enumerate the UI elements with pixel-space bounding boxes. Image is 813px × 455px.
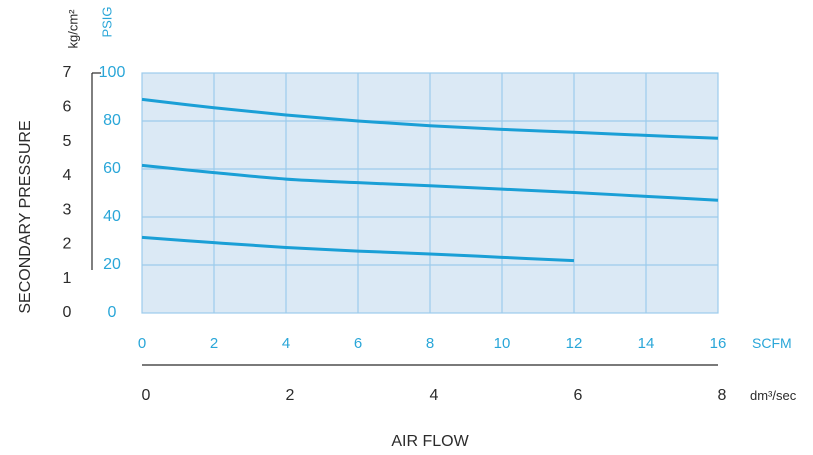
y-tick-kgcm2-2: 2	[63, 236, 72, 253]
x-tick-dm3sec-8: 8	[718, 387, 727, 404]
x-ticks-scfm: 0 2 4 6 8 10 12 14 16	[138, 335, 727, 352]
horizontal-gridlines	[142, 120, 718, 266]
y-ticks-psig: 0 20 40 60 80 100	[99, 64, 126, 321]
y-axis-title: SECONDARY PRESSURE	[17, 120, 34, 313]
x-axis-title: AIR FLOW	[391, 433, 469, 450]
x-tick-dm3sec-0: 0	[142, 387, 151, 404]
y-tick-psig-60: 60	[103, 160, 121, 177]
y-tick-kgcm2-1: 1	[63, 270, 72, 287]
x-unit-scfm: SCFM	[752, 335, 792, 351]
y-tick-psig-80: 80	[103, 112, 121, 129]
x-tick-scfm-4: 4	[282, 335, 290, 352]
x-tick-scfm-8: 8	[426, 335, 434, 352]
x-tick-scfm-16: 16	[710, 335, 727, 352]
x-tick-dm3sec-6: 6	[574, 387, 583, 404]
y-tick-psig-40: 40	[103, 208, 121, 225]
series-line-3	[141, 235, 575, 263]
y-ticks-kgcm2: 0 1 2 3 4 5 6 7	[63, 64, 72, 321]
x-tick-dm3sec-2: 2	[286, 387, 295, 404]
series-line-1	[141, 97, 719, 140]
x-ticks-dm3sec: 0 2 4 6 8	[142, 387, 727, 404]
y-tick-kgcm2-4: 4	[63, 167, 72, 184]
y-tick-psig-20: 20	[103, 256, 121, 273]
x-tick-scfm-12: 12	[566, 335, 583, 352]
x-tick-dm3sec-4: 4	[430, 387, 439, 404]
data-series	[141, 97, 719, 263]
y-tick-psig-0: 0	[108, 304, 117, 321]
y-tick-psig-100: 100	[99, 64, 126, 81]
x-unit-dm3sec: dm³/sec	[750, 388, 797, 403]
y-unit-kgcm2: kg/cm²	[65, 9, 80, 49]
series-line-2	[141, 163, 719, 202]
y-tick-kgcm2-5: 5	[63, 133, 72, 150]
x-tick-scfm-0: 0	[138, 335, 146, 352]
y-tick-kgcm2-3: 3	[63, 201, 72, 218]
x-tick-scfm-14: 14	[638, 335, 655, 352]
y-unit-psig: PSIG	[99, 6, 114, 37]
y-tick-kgcm2-7: 7	[63, 64, 72, 81]
x-tick-scfm-10: 10	[494, 335, 511, 352]
y-tick-kgcm2-0: 0	[63, 304, 72, 321]
x-tick-scfm-2: 2	[210, 335, 218, 352]
x-tick-scfm-6: 6	[354, 335, 362, 352]
y-tick-kgcm2-6: 6	[63, 99, 72, 116]
